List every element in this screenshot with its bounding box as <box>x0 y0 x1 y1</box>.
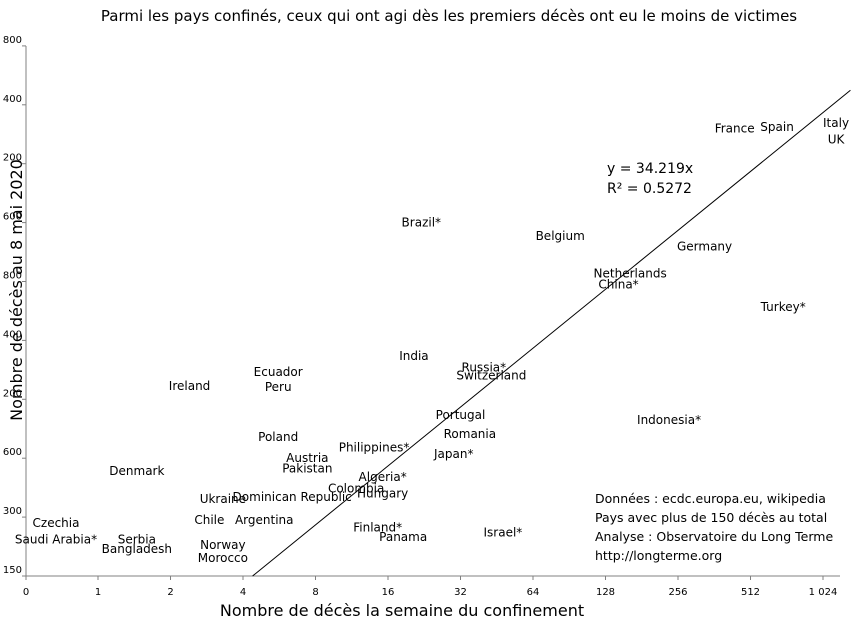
data-point-label: Panama <box>379 530 427 544</box>
data-point-label: Norway <box>200 538 246 552</box>
trendline-group <box>252 89 851 577</box>
trendline-r-squared: R² = 0.5272 <box>607 181 692 197</box>
x-tick-label: 1 024 <box>809 587 838 598</box>
y-tick-label: 600 <box>3 447 22 458</box>
data-point-label: Austria <box>286 451 328 465</box>
source-note-line: http://longterme.org <box>595 548 722 563</box>
data-point-label: Indonesia* <box>637 413 701 427</box>
data-point-label: Israel* <box>484 526 523 540</box>
trendline <box>252 89 851 577</box>
data-point-label: Denmark <box>109 464 164 478</box>
data-point-label: Brazil* <box>402 216 442 230</box>
x-tick-label: 512 <box>741 587 760 598</box>
x-tick-label: 0 <box>23 587 29 598</box>
data-point-label: Bangladesh <box>102 542 172 556</box>
data-point-label: Italy <box>823 116 849 130</box>
data-point-label: Chile <box>194 513 224 527</box>
y-tick-label: 9 600 <box>0 212 22 223</box>
data-point-label: Belgium <box>536 229 585 243</box>
data-point-label: Algeria* <box>359 470 407 484</box>
data-point-label: Poland <box>258 430 298 444</box>
data-point-label: Russia* <box>462 361 507 375</box>
x-tick-label: 16 <box>382 587 395 598</box>
source-note: Données : ecdc.europa.eu, wikipedia Pays … <box>595 491 833 563</box>
data-point-label: Philippines* <box>339 441 410 455</box>
data-point-label: UK <box>828 133 846 147</box>
data-point-label: Argentina <box>235 513 294 527</box>
data-point-label: Switzerland <box>456 368 526 382</box>
x-tick-label: 256 <box>668 587 687 598</box>
plot-axes: 0 1 2 4 8 16 32 64 128 256 512 1 024 150 300 600 1 200 2… <box>0 35 840 598</box>
data-point-label: Saudi Arabia* <box>15 533 97 547</box>
y-tick-label: 150 <box>3 565 22 576</box>
y-tick-label: 76 800 <box>0 35 22 46</box>
data-point-label: Dominican Republic <box>233 490 352 504</box>
data-point-label: Hungary <box>357 487 408 501</box>
chart-title: Parmi les pays confinés, ceux qui ont ag… <box>101 7 797 25</box>
data-point-label: Morocco <box>198 551 248 565</box>
x-tick-label: 2 <box>167 587 173 598</box>
data-point-label: Pakistan <box>282 462 332 476</box>
data-point-label: Ireland <box>169 379 211 393</box>
data-point-label: Japan* <box>433 447 473 461</box>
data-point-label: Czechia <box>33 516 80 530</box>
data-point-label: Spain <box>760 120 794 134</box>
data-point-label: Finland* <box>353 521 402 535</box>
data-point-label: Peru <box>265 380 292 394</box>
y-tick-label: 4 800 <box>0 271 22 282</box>
y-tick-label: 300 <box>3 506 22 517</box>
data-point-label: Serbia <box>118 533 156 547</box>
x-tick-label: 4 <box>240 587 246 598</box>
data-point-label: Colombia <box>328 482 384 496</box>
x-tick-label: 64 <box>527 587 540 598</box>
data-point-label: Germany <box>677 239 732 253</box>
y-axis-title: Nombre de décès au 8 mai 2020 <box>7 159 26 421</box>
x-tick-label: 32 <box>454 587 467 598</box>
data-point-label: China* <box>598 278 638 292</box>
data-point-label: Portugal <box>436 408 486 422</box>
x-tick-label: 128 <box>596 587 615 598</box>
y-tick-label: 38 400 <box>0 94 22 105</box>
y-tick-label: 1 200 <box>0 388 22 399</box>
y-tick-label: 19 200 <box>0 153 22 164</box>
x-tick-label: 8 <box>312 587 318 598</box>
data-point-label: Netherlands <box>594 266 667 280</box>
source-note-line: Données : ecdc.europa.eu, wikipedia <box>595 491 826 506</box>
data-point-label: Romania <box>444 427 496 441</box>
x-axis-title: Nombre de décès la semaine du confinemen… <box>220 601 584 620</box>
x-tick-label: 1 <box>95 587 101 598</box>
data-point-label: Ecuador <box>254 365 303 379</box>
source-note-line: Pays avec plus de 150 décès au total <box>595 510 827 525</box>
data-point-label: Ukraine <box>200 492 246 506</box>
data-point-label: India <box>399 349 428 363</box>
data-point-label: France <box>715 122 755 136</box>
y-tick-label: 2 400 <box>0 329 22 340</box>
trendline-equation: y = 34.219x <box>607 161 693 177</box>
data-point-label: Turkey* <box>760 300 806 314</box>
source-note-line: Analyse : Observatoire du Long Terme <box>595 529 833 544</box>
